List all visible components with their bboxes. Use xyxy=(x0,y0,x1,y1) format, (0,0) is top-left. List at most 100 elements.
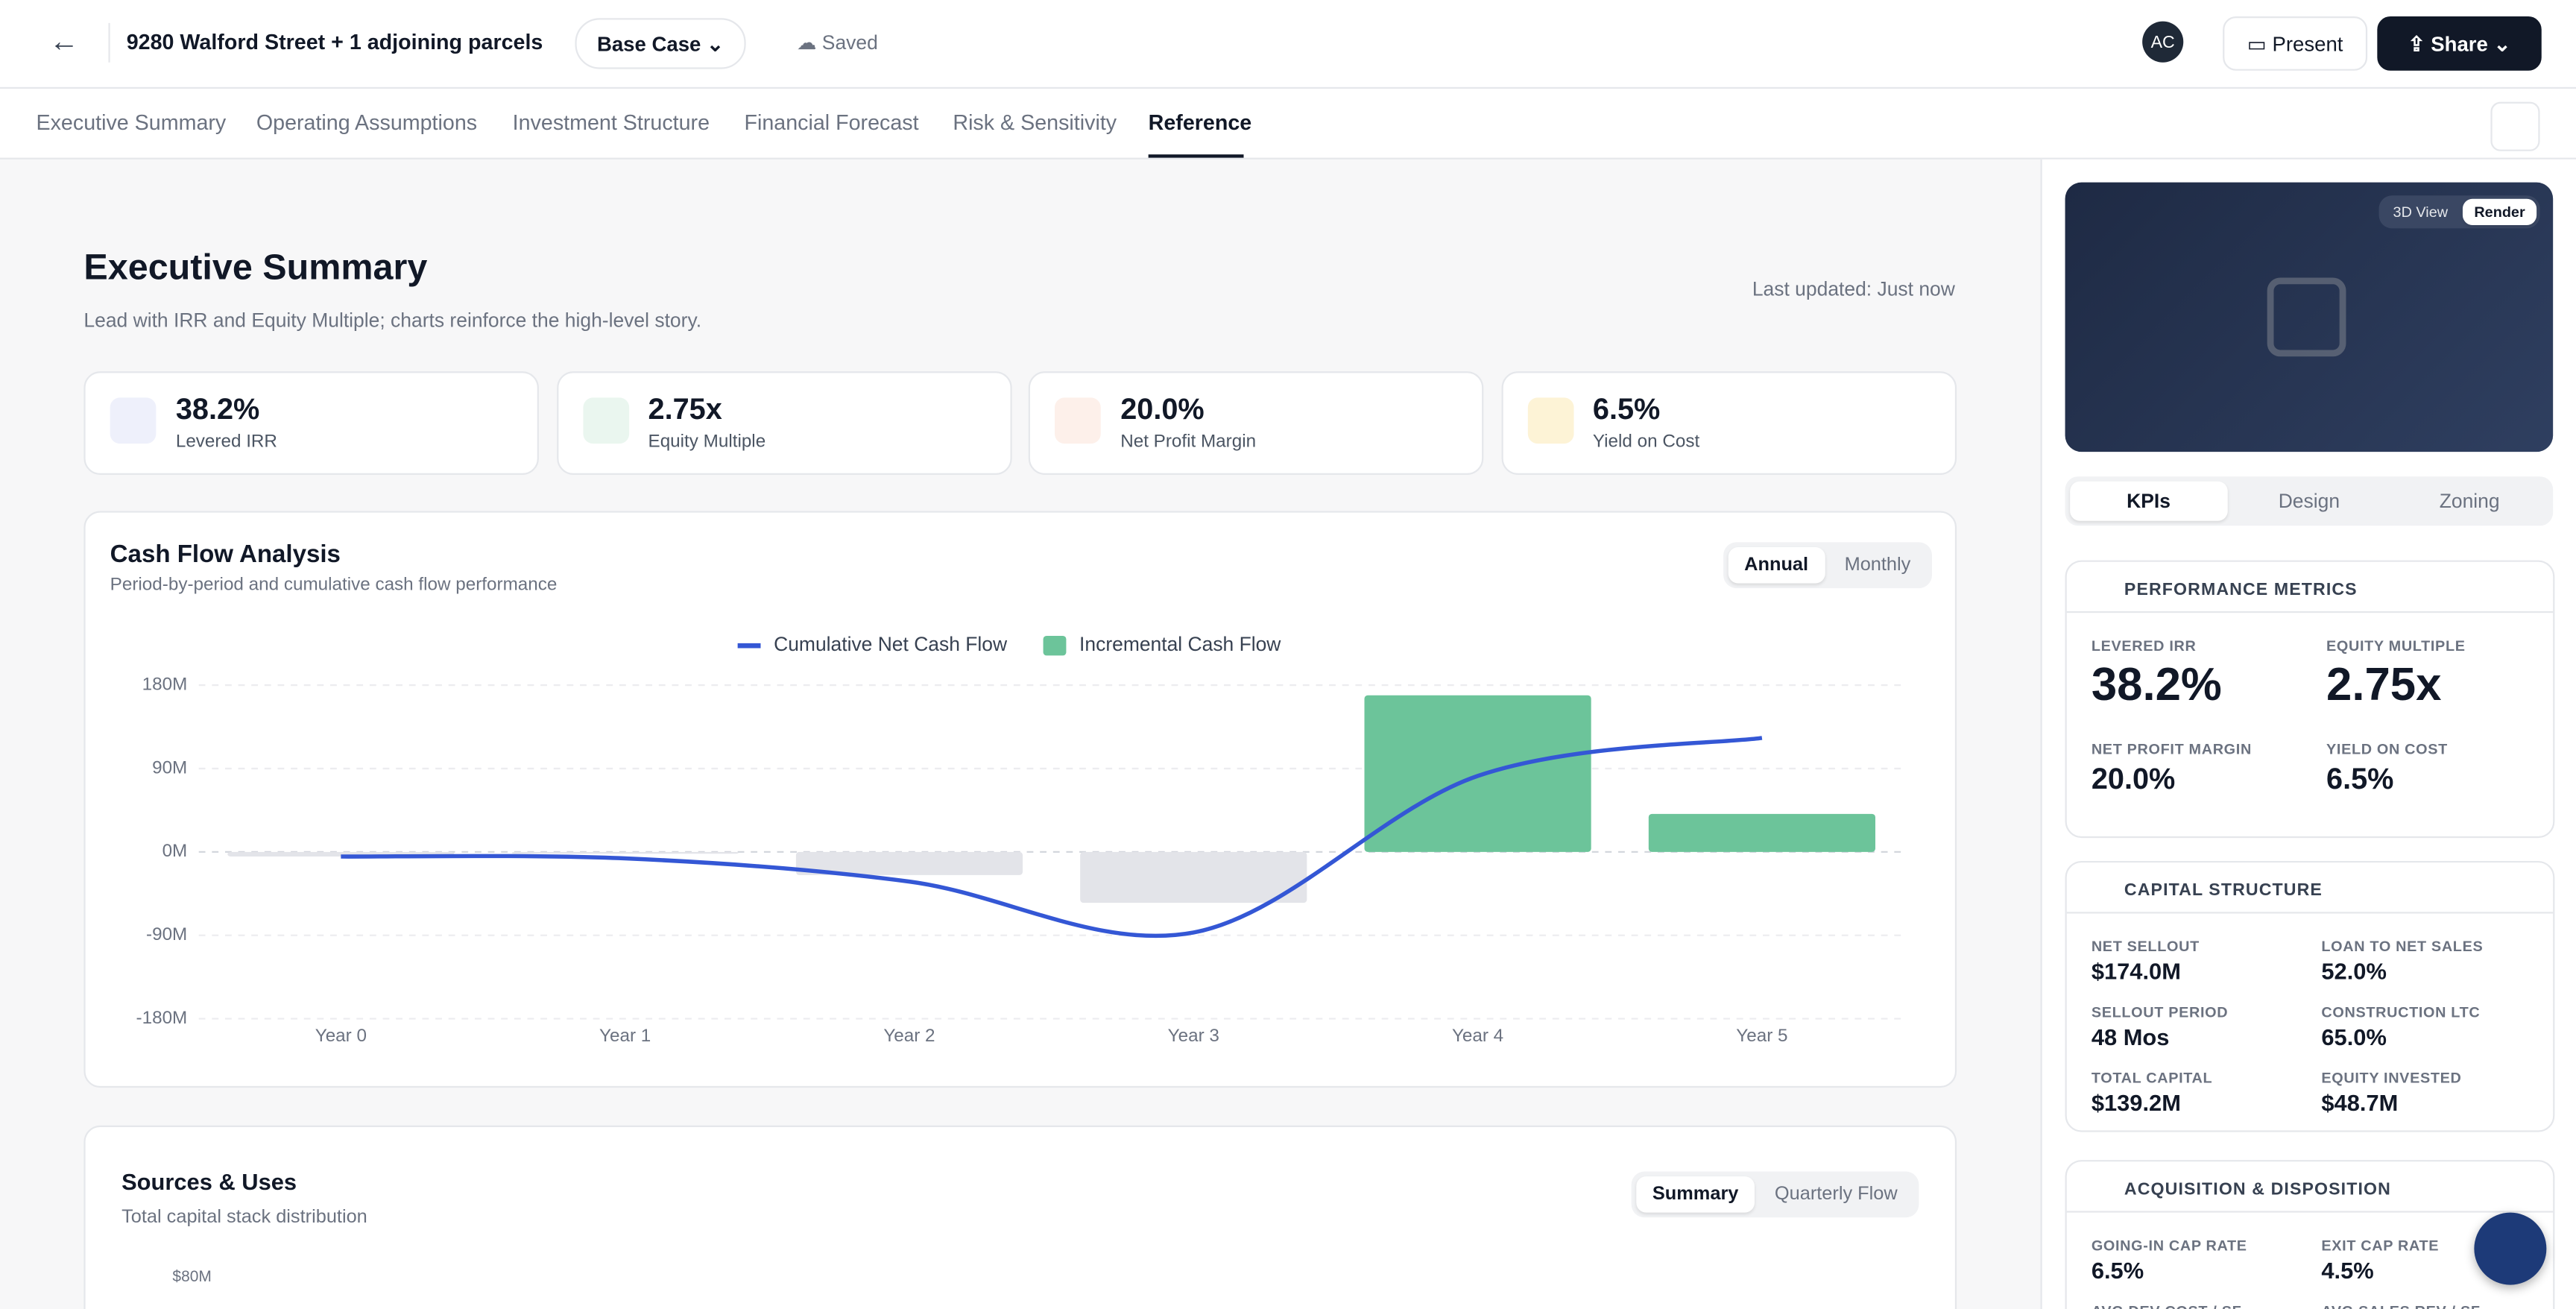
building-icon xyxy=(2267,277,2346,357)
x-tick-label: Year 4 xyxy=(1452,1026,1503,1046)
tab[interactable]: Executive Summary xyxy=(36,110,227,135)
y-tick-label: $80M xyxy=(172,1268,212,1287)
y-tick-label: -180M xyxy=(136,1008,188,1028)
present-button[interactable]: ▭ Present xyxy=(2223,16,2368,71)
render-toggle: 3D View Render xyxy=(2378,195,2540,229)
section-title: CAPITAL STRUCTURE xyxy=(2124,880,2323,900)
metric: TOTAL CAPITAL $139.2M xyxy=(2092,1070,2213,1116)
metric-label: YIELD ON COST xyxy=(2326,741,2448,758)
line xyxy=(341,736,1763,939)
kpi-label: Net Profit Margin xyxy=(1120,432,1257,452)
share-button[interactable]: ⇪ Share ⌄ xyxy=(2377,16,2542,71)
y-tick-label: 90M xyxy=(152,757,187,777)
toggle-option[interactable]: Summary xyxy=(1635,1176,1755,1213)
tab[interactable]: Risk & Sensitivity xyxy=(953,110,1117,135)
metrics-section: PERFORMANCE METRICS LEVERED IRR 38.2% EQUIT… xyxy=(2065,560,2555,839)
y-tick-label: -90M xyxy=(146,924,187,944)
metric-value: 2.75x xyxy=(2326,658,2442,710)
metric-label: AVG DEV COST / SF xyxy=(2092,1303,2242,1309)
page-subtitle: Lead with IRR and Equity Multiple; chart… xyxy=(83,309,702,332)
toggle-option[interactable]: Render xyxy=(2462,198,2537,225)
metric: EQUITY INVESTED $48.7M xyxy=(2321,1070,2461,1116)
toggle-option[interactable]: Monthly xyxy=(1844,555,1911,575)
metric-label: CONSTRUCTION LTC xyxy=(2321,1003,2481,1021)
kpi-value: 20.0% xyxy=(1120,392,1205,426)
project-title: 9280 Walford Street + 1 adjoining parcel… xyxy=(126,29,543,54)
metric-label: NET SELLOUT xyxy=(2091,938,2200,955)
sidebar-tabs: KPIs Design Zoning xyxy=(2065,476,2554,526)
metric: EXIT CAP RATE 4.5% xyxy=(2321,1237,2439,1284)
avatar[interactable]: AC xyxy=(2142,21,2184,63)
metric-label: EXIT CAP RATE xyxy=(2321,1237,2440,1254)
scenario-select[interactable]: Base Case ⌄ xyxy=(575,18,746,69)
bar xyxy=(1648,813,1875,852)
sidebar-tab[interactable]: Zoning xyxy=(2439,489,2500,513)
sidebar-tab[interactable]: KPIs xyxy=(2070,481,2228,521)
sidebar-tab[interactable]: Design xyxy=(2278,489,2340,513)
kpi-label: Yield on Cost xyxy=(1592,432,1700,452)
metric: NET PROFIT MARGIN 20.0% xyxy=(2092,741,2252,797)
metric: LOAN TO NET SALES 52.0% xyxy=(2321,939,2483,985)
tab[interactable]: Operating Assumptions xyxy=(256,110,478,135)
metric-label: TOTAL CAPITAL xyxy=(2091,1069,2213,1086)
divider xyxy=(2066,912,2554,914)
status: Saved xyxy=(821,31,878,54)
back-button[interactable]: ← xyxy=(49,25,79,58)
x-tick-label: Year 3 xyxy=(1168,1026,1219,1046)
tab[interactable]: Financial Forecast xyxy=(744,110,919,135)
panel-toggle[interactable] xyxy=(2490,101,2540,151)
section-title: PERFORMANCE METRICS xyxy=(2124,580,2358,600)
kpi-label: Levered IRR xyxy=(175,432,277,452)
sources-uses-card: Sources & Uses Total capital stack distr… xyxy=(83,1125,1957,1309)
card-subtitle: Total capital stack distribution xyxy=(121,1208,367,1228)
metric-label: SELLOUT PERIOD xyxy=(2091,1003,2229,1021)
metrics-section: CAPITAL STRUCTURE NET SELLOUT $174.0M LOAN … xyxy=(2065,860,2555,1132)
metric-label: EQUITY MULTIPLE xyxy=(2326,637,2466,654)
chat-button[interactable] xyxy=(2474,1212,2547,1285)
bar xyxy=(511,851,739,854)
metric: YIELD ON COST 6.5% xyxy=(2326,741,2448,797)
card-subtitle: Period-by-period and cumulative cash flo… xyxy=(110,575,558,595)
top-bar: ← 9280 Walford Street + 1 adjoining parc… xyxy=(0,0,2576,89)
metric: EQUITY MULTIPLE 2.75x xyxy=(2326,637,2466,711)
metric: GOING-IN CAP RATE 6.5% xyxy=(2092,1237,2247,1284)
card-title: Sources & Uses xyxy=(121,1168,297,1195)
chart: -180M -90M 0M 90M 180M Year 0 Year 1 Year 2 Year… xyxy=(136,633,1904,1046)
metric: CONSTRUCTION LTC 65.0% xyxy=(2321,1004,2480,1050)
metric: AVG DEV COST / SF xyxy=(2092,1303,2242,1309)
metric-value: 20.0% xyxy=(2091,762,2176,795)
kpi-icon xyxy=(1055,397,1101,444)
metric-label: NET PROFIT MARGIN xyxy=(2091,741,2252,758)
metric: SELLOUT PERIOD 48 Mos xyxy=(2092,1004,2228,1050)
metrics-section: ACQUISITION & DISPOSITION GOING-IN CAP RA… xyxy=(2065,1160,2555,1309)
save-status: ☁ Saved xyxy=(796,31,878,54)
tab[interactable]: Investment Structure xyxy=(512,110,710,135)
metric-label: LEVERED IRR xyxy=(2091,637,2197,654)
toggle-option[interactable]: Quarterly Flow xyxy=(1774,1185,1898,1205)
bar xyxy=(1364,695,1591,852)
kpi-value: 38.2% xyxy=(175,392,260,426)
tab[interactable]: Reference xyxy=(1148,110,1252,135)
toggle-option[interactable]: Annual xyxy=(1728,546,1825,584)
metric: NET SELLOUT $174.0M xyxy=(2092,939,2200,985)
view-toggle: Summary Quarterly Flow xyxy=(1631,1171,1919,1218)
metric-value: 38.2% xyxy=(2091,658,2222,710)
scenario: Base Case xyxy=(596,31,701,55)
metric-label: LOAN TO NET SALES xyxy=(2321,938,2484,955)
cash-flow-card: Cash Flow Analysis Period-by-period and … xyxy=(83,511,1957,1088)
page-title: Executive Summary xyxy=(83,246,428,288)
period-toggle: Annual Monthly xyxy=(1723,542,1933,589)
kpi-value: 2.75x xyxy=(648,392,722,426)
kpi-card: 2.75x Equity Multiple xyxy=(556,371,1011,475)
metric-value: 6.5% xyxy=(2091,1257,2144,1284)
metric-label: GOING-IN CAP RATE xyxy=(2091,1237,2247,1254)
section-title: ACQUISITION & DISPOSITION xyxy=(2124,1179,2391,1199)
metric-value: 65.0% xyxy=(2321,1023,2387,1050)
metric-value: 4.5% xyxy=(2321,1257,2374,1284)
card-title: Cash Flow Analysis xyxy=(110,540,341,569)
legend-label: Incremental Cash Flow xyxy=(1079,633,1281,655)
toggle-option[interactable]: 3D View xyxy=(2393,204,2449,221)
share: Share xyxy=(2431,31,2488,55)
legend-swatch xyxy=(1043,635,1067,656)
